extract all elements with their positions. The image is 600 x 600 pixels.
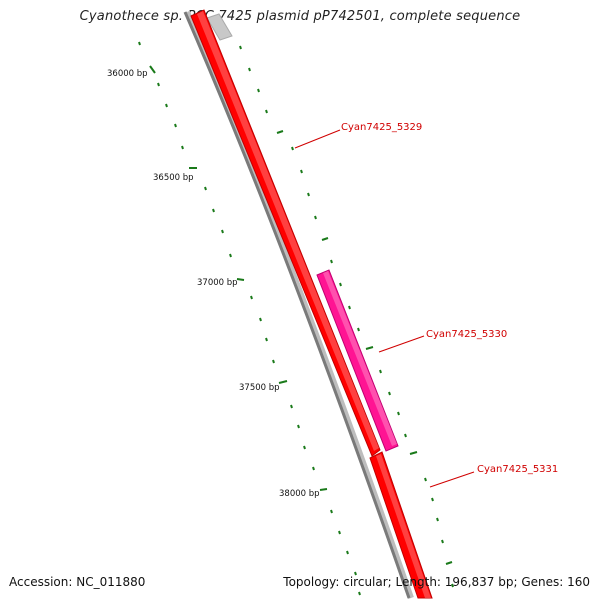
sequence-summary: Topology: circular; Length: 196,837 bp; … [283,575,590,589]
backbone [183,10,414,599]
ruler-tick-label: 36000 bp [107,69,148,79]
gene-label-leaders [294,129,475,488]
ruler-tick-label: 36500 bp [153,173,194,183]
ruler-tick-label: 37000 bp [197,278,238,288]
gene-label-cyan7425-5329[interactable]: Cyan7425_5329 [341,122,422,133]
gene-cyan7425-5330[interactable] [316,269,399,452]
ruler-tick-label: 37500 bp [239,383,280,393]
accession-text: Accession: NC_011880 [9,575,146,589]
gene-label-cyan7425-5331[interactable]: Cyan7425_5331 [477,464,558,475]
ruler-tick-label: 38000 bp [279,489,320,499]
previous-gene [206,13,233,41]
ruler-ticks-inner [138,41,361,596]
gene-cyan7425-5329[interactable] [190,9,381,457]
gene-cyan7425-5331[interactable] [369,451,433,599]
gene-label-cyan7425-5330[interactable]: Cyan7425_5330 [426,329,507,340]
ruler-ticks-outer [239,45,454,588]
